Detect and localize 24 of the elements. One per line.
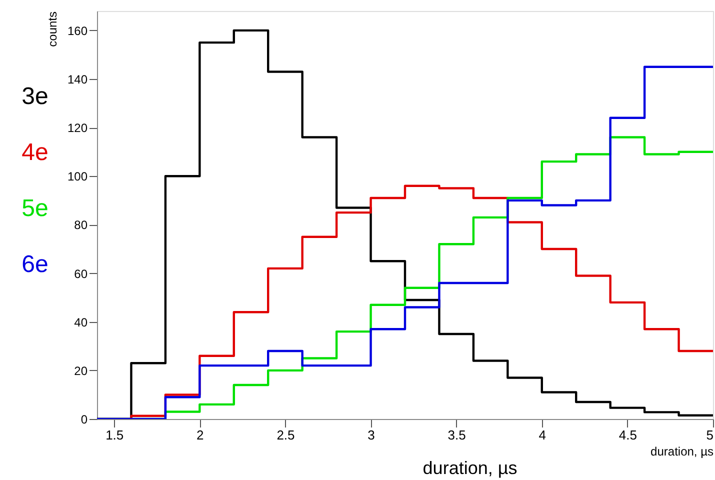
x-tick-label: 1.5 (106, 428, 124, 442)
y-axis-title: counts (45, 12, 60, 47)
x-axis-title: duration, µs (650, 444, 714, 458)
x-tick-label: 3.5 (448, 428, 466, 442)
y-tick-label: 60 (74, 266, 88, 281)
text: duration, µs (422, 458, 518, 478)
y-tick-label: 40 (74, 315, 88, 330)
y-tick-label: 80 (74, 218, 88, 232)
y-tick-label: 0 (80, 412, 88, 426)
y-tick-label: 100 (67, 170, 88, 184)
y-tick-label: 120 (67, 121, 88, 136)
y-tick-label: 140 (67, 72, 88, 86)
x-tick-label: 4 (538, 428, 546, 442)
x-tick-label: 4.5 (618, 428, 637, 442)
x-tick-label: 2 (196, 428, 204, 442)
text: 5e (22, 195, 48, 222)
x-tick-label: 2.5 (276, 428, 295, 442)
text: 3e (22, 83, 48, 110)
y-tick-label: 160 (67, 24, 88, 38)
text: 6e (22, 251, 48, 278)
text: 4e (22, 139, 48, 166)
y-tick-label: 20 (74, 364, 88, 378)
x-tick-label: 5 (706, 428, 714, 442)
x-tick-label: 3 (368, 428, 375, 442)
